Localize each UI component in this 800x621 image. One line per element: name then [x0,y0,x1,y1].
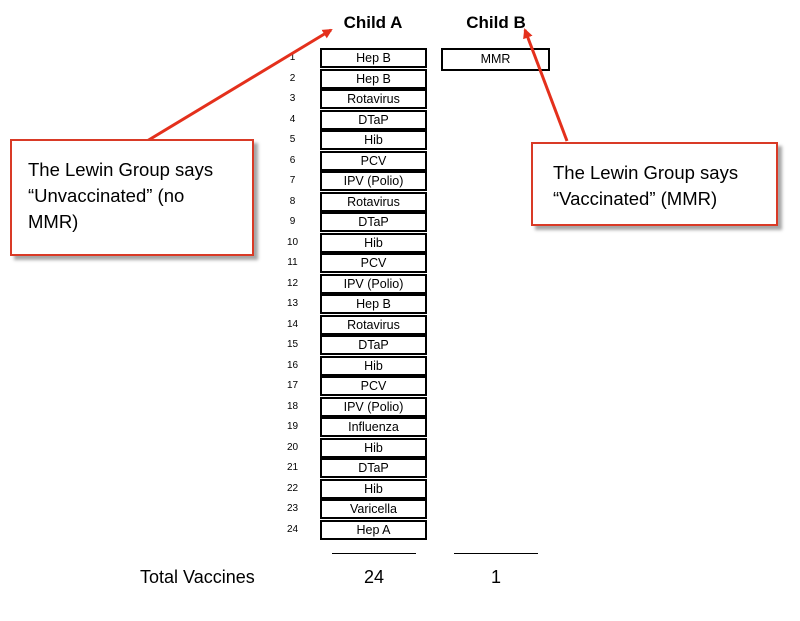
child-b-total-rule [454,553,538,554]
vaccine-cell: Hib [320,130,427,150]
row-number: 1 [289,52,296,63]
row-number: 23 [286,503,299,514]
vaccine-cell: DTaP [320,458,427,478]
row-number: 14 [286,318,299,330]
row-number: 15 [286,339,299,350]
vaccine-cell: DTaP [320,109,427,130]
callout-unvaccinated: The Lewin Group says “Unvaccinated” (no … [10,139,254,256]
vaccine-cell: Hib [320,232,427,253]
total-vaccines-label: Total Vaccines [140,567,255,587]
row-number: 17 [286,380,299,391]
child-a-total: 24 [363,567,385,587]
vaccine-cell: Hep B [320,294,427,314]
row-number: 18 [286,400,299,412]
row-number: 22 [286,482,299,494]
row-number: 21 [286,462,299,473]
child-a-heading: Child A [343,13,403,32]
vaccine-cell: Varicella [320,499,427,519]
row-number: 6 [289,154,296,166]
callout-right-line-2: “Vaccinated” (MMR) [553,188,718,209]
vaccine-cell: Hib [320,355,427,376]
callout-left-line-2: “Unvaccinated” (no [28,185,185,206]
vaccine-cell: PCV [320,376,427,396]
row-number: 7 [289,175,296,186]
vaccine-cell: IPV (Polio) [320,171,427,191]
vaccine-cell: PCV [320,253,427,273]
arrow-to-child-a [146,28,333,143]
row-number: 12 [286,277,299,289]
row-number: 24 [286,523,299,535]
vaccine-cell: Hep A [320,519,427,540]
child-b-total: 1 [490,567,501,587]
row-number: 2 [289,72,296,84]
row-number: 19 [286,421,299,432]
row-number: 11 [287,257,298,268]
child-b-vaccine-cell: MMR [441,48,550,71]
row-number: 16 [286,359,299,371]
child-a-total-rule [332,553,416,554]
vaccine-cell: DTaP [320,335,427,355]
vaccine-cell: IPV (Polio) [320,273,427,294]
vaccine-cell: Hib [320,478,427,499]
row-number: 8 [289,195,296,207]
row-number: 5 [289,134,296,145]
vaccine-cell: Hib [320,437,427,458]
child-b-heading: Child B [466,13,526,32]
row-number: 3 [289,93,296,104]
vaccine-cell: Rotavirus [320,89,427,109]
callout-right-line-1: The Lewin Group says [553,162,739,183]
arrow-to-child-b [523,28,569,142]
row-number: 9 [289,216,296,227]
row-number: 20 [286,441,299,453]
callout-left-line-1: The Lewin Group says [28,159,214,180]
vaccine-cell: Rotavirus [320,314,427,335]
vaccine-cell: Rotavirus [320,191,427,212]
vaccine-cell: Hep B [320,48,427,68]
callout-left-line-3: MMR) [28,211,79,232]
vaccine-cell: DTaP [320,212,427,232]
vaccine-cell: Influenza [320,417,427,437]
row-number: 13 [286,298,299,309]
callout-vaccinated: The Lewin Group says “Vaccinated” (MMR) [531,142,778,226]
vaccine-cell: IPV (Polio) [320,396,427,417]
vaccine-cell: Hep B [320,68,427,89]
vaccine-cell: PCV [320,150,427,171]
row-number: 10 [286,236,299,248]
row-number: 4 [289,113,296,125]
